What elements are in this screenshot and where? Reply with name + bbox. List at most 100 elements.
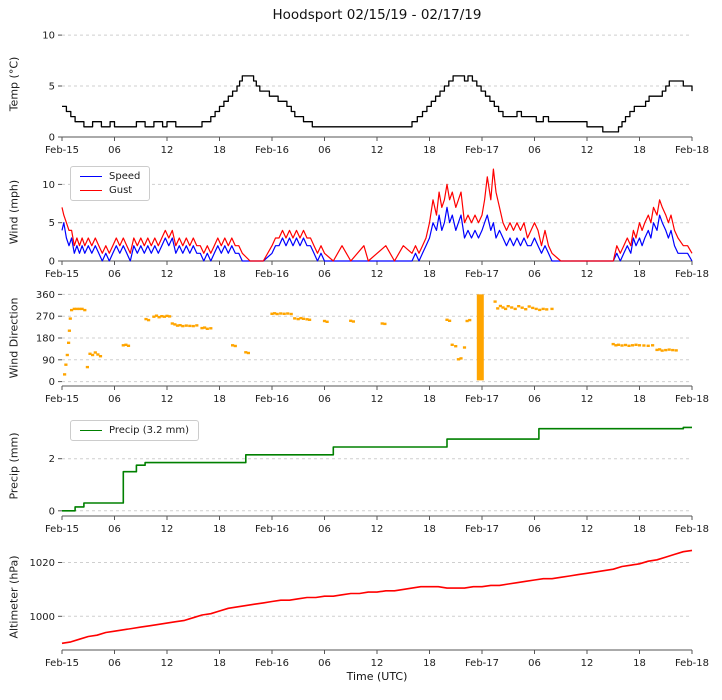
svg-text:Feb-17: Feb-17 (465, 269, 499, 280)
precip-legend: Precip (3.2 mm) (70, 420, 200, 441)
svg-text:5: 5 (49, 82, 55, 93)
svg-text:18: 18 (633, 394, 646, 404)
svg-text:06: 06 (528, 145, 541, 156)
svg-text:06: 06 (108, 269, 121, 280)
svg-text:Feb-15: Feb-15 (45, 658, 79, 668)
svg-text:18: 18 (633, 524, 646, 534)
svg-text:06: 06 (318, 394, 331, 404)
svg-text:06: 06 (528, 658, 541, 668)
svg-text:18: 18 (213, 658, 226, 668)
altimeter-ylabel: Altimeter (hPa) (7, 555, 21, 639)
svg-text:Feb-16: Feb-16 (255, 145, 289, 156)
svg-text:06: 06 (108, 658, 121, 668)
svg-text:18: 18 (423, 269, 436, 280)
svg-text:2: 2 (49, 454, 55, 465)
svg-text:Feb-18: Feb-18 (675, 269, 709, 280)
svg-text:12: 12 (371, 394, 384, 404)
svg-text:Feb-16: Feb-16 (255, 658, 289, 668)
precip-ylabel: Precip (mm) (7, 432, 21, 500)
svg-text:06: 06 (108, 524, 121, 534)
svg-text:06: 06 (528, 524, 541, 534)
svg-text:Feb-15: Feb-15 (45, 394, 79, 404)
svg-text:12: 12 (581, 524, 594, 534)
temp-ylabel: Temp (°C) (7, 56, 21, 112)
svg-text:12: 12 (161, 658, 174, 668)
figure-title: Hoodsport 02/15/19 - 02/17/19 (272, 7, 482, 23)
svg-text:Feb-18: Feb-18 (675, 145, 709, 156)
svg-text:12: 12 (161, 269, 174, 280)
wind-legend: Speed Gust (70, 166, 151, 201)
svg-text:12: 12 (581, 269, 594, 280)
svg-text:12: 12 (161, 394, 174, 404)
svg-text:06: 06 (108, 394, 121, 404)
svg-text:Feb-16: Feb-16 (255, 524, 289, 534)
svg-text:18: 18 (633, 145, 646, 156)
svg-text:Feb-18: Feb-18 (675, 394, 709, 404)
svg-text:18: 18 (423, 658, 436, 668)
svg-text:12: 12 (371, 524, 384, 534)
svg-text:1020: 1020 (30, 558, 55, 569)
svg-text:360: 360 (36, 290, 55, 301)
svg-text:06: 06 (318, 524, 331, 534)
altimeter-chart: Feb-15 06 12 18 Feb-16 06 12 18 Feb-17 06 12 18 Feb-… (30, 549, 709, 668)
gust-line-swatch (80, 190, 102, 191)
speed-legend-label: Speed (109, 171, 141, 182)
svg-text:06: 06 (318, 145, 331, 156)
svg-text:18: 18 (633, 658, 646, 668)
svg-text:0: 0 (49, 133, 55, 144)
svg-text:Feb-18: Feb-18 (675, 524, 709, 534)
svg-text:12: 12 (161, 145, 174, 156)
svg-text:12: 12 (581, 145, 594, 156)
x-axis-label: Time (UTC) (346, 670, 408, 683)
legend-item-speed: Speed (80, 171, 140, 182)
svg-text:Feb-17: Feb-17 (465, 524, 499, 534)
precip-line-swatch (80, 430, 102, 431)
svg-text:12: 12 (581, 658, 594, 668)
svg-text:1000: 1000 (30, 612, 55, 623)
svg-text:Feb-18: Feb-18 (675, 658, 709, 668)
svg-text:Feb-15: Feb-15 (45, 269, 79, 280)
svg-text:12: 12 (581, 394, 594, 404)
gust-legend-label: Gust (109, 185, 133, 196)
svg-text:Feb-17: Feb-17 (465, 658, 499, 668)
wind-direction-ylabel: Wind Direction (7, 297, 21, 379)
svg-text:0: 0 (49, 377, 55, 388)
svg-text:10: 10 (42, 31, 55, 42)
svg-text:5: 5 (49, 218, 55, 229)
svg-text:18: 18 (423, 145, 436, 156)
svg-text:18: 18 (213, 145, 226, 156)
svg-text:06: 06 (528, 269, 541, 280)
wind-direction-chart: Feb-15 06 12 18 Feb-16 06 12 18 Feb-17 06 12 18 Feb-… (36, 290, 709, 404)
svg-text:12: 12 (161, 524, 174, 534)
svg-text:Feb-15: Feb-15 (45, 145, 79, 156)
speed-line-swatch (80, 176, 102, 177)
svg-text:12: 12 (371, 269, 384, 280)
svg-text:18: 18 (213, 524, 226, 534)
svg-text:0: 0 (49, 506, 55, 517)
legend-item-gust: Gust (80, 185, 140, 196)
svg-text:Feb-16: Feb-16 (255, 394, 289, 404)
svg-text:Feb-15: Feb-15 (45, 524, 79, 534)
svg-text:06: 06 (528, 394, 541, 404)
svg-text:18: 18 (213, 269, 226, 280)
svg-text:Feb-17: Feb-17 (465, 145, 499, 156)
svg-text:Feb-16: Feb-16 (255, 269, 289, 280)
svg-text:18: 18 (633, 269, 646, 280)
svg-text:12: 12 (371, 658, 384, 668)
svg-text:180: 180 (36, 334, 55, 345)
svg-text:270: 270 (36, 312, 55, 323)
svg-text:06: 06 (318, 658, 331, 668)
svg-text:Feb-17: Feb-17 (465, 394, 499, 404)
svg-text:18: 18 (423, 524, 436, 534)
precip-legend-label: Precip (3.2 mm) (109, 425, 190, 436)
svg-text:18: 18 (423, 394, 436, 404)
svg-text:06: 06 (318, 269, 331, 280)
wind-ylabel: Wind (mph) (7, 179, 21, 245)
svg-text:10: 10 (42, 180, 55, 191)
svg-text:90: 90 (42, 355, 55, 366)
temp-chart: Feb-15 06 12 18 Feb-16 06 12 18 Feb-17 06 12 18 Feb-… (42, 31, 709, 156)
svg-text:18: 18 (213, 394, 226, 404)
svg-text:12: 12 (371, 145, 384, 156)
svg-text:06: 06 (108, 145, 121, 156)
